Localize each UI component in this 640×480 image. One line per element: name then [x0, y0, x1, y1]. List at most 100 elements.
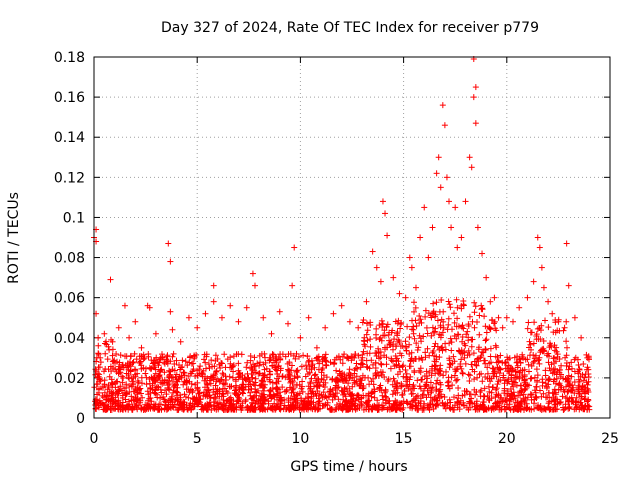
- data-point: [499, 324, 506, 331]
- data-point: [185, 314, 192, 321]
- data-point: [159, 354, 166, 361]
- data-point: [285, 320, 292, 327]
- data-point: [437, 184, 444, 191]
- data-point: [276, 308, 283, 315]
- data-point: [291, 244, 298, 251]
- data-point: [210, 282, 217, 289]
- data-point: [330, 310, 337, 317]
- data-point: [429, 224, 436, 231]
- data-point: [538, 264, 545, 271]
- data-point: [458, 234, 465, 241]
- y-tick-label: 0.14: [54, 130, 85, 146]
- data-point: [468, 164, 475, 171]
- data-point: [289, 282, 296, 289]
- x-tick-label: 25: [601, 431, 619, 447]
- data-point: [443, 174, 450, 181]
- plot-frame: [93, 56, 611, 419]
- data-point: [571, 314, 578, 321]
- data-point: [534, 234, 541, 241]
- data-point: [121, 302, 128, 309]
- data-point: [167, 308, 174, 315]
- data-point: [483, 274, 490, 281]
- data-point: [313, 344, 320, 351]
- data-point: [243, 304, 250, 311]
- data-point: [379, 198, 386, 205]
- data-point: [97, 354, 104, 361]
- y-tick-label: 0.12: [54, 170, 85, 186]
- data-series: [91, 56, 591, 361]
- background-sample-marks: [91, 296, 593, 413]
- data-point: [479, 250, 486, 257]
- data-point: [382, 210, 389, 217]
- data-point: [540, 284, 547, 291]
- data-point: [454, 244, 461, 251]
- y-axis-label: ROTI / TECUs: [6, 192, 22, 284]
- data-point: [536, 244, 543, 251]
- x-tick-label: 20: [498, 431, 516, 447]
- data-point: [338, 302, 345, 309]
- data-point: [322, 324, 329, 331]
- y-tick-label: 0.1: [63, 210, 85, 226]
- x-tick-label: 0: [90, 431, 99, 447]
- data-point: [408, 264, 415, 271]
- data-point: [439, 102, 446, 109]
- data-point: [126, 334, 133, 341]
- data-point: [549, 310, 556, 317]
- data-point: [435, 154, 442, 161]
- x-axis: 0 5 10 15 20 25: [90, 57, 619, 447]
- data-point: [268, 330, 275, 337]
- data-point: [249, 270, 256, 277]
- y-tick-label: 0.16: [54, 90, 85, 106]
- data-point: [227, 302, 234, 309]
- data-point: [355, 324, 362, 331]
- data-point: [165, 240, 172, 247]
- x-tick-label: 10: [291, 431, 309, 447]
- data-point: [530, 278, 537, 285]
- data-point: [462, 198, 469, 205]
- data-point: [152, 330, 159, 337]
- y-tick-label: 0.02: [54, 371, 85, 387]
- data-point: [115, 324, 122, 331]
- data-point: [101, 330, 108, 337]
- data-point: [524, 294, 531, 301]
- data-point: [260, 314, 267, 321]
- data-point: [202, 310, 209, 317]
- data-point: [425, 254, 432, 261]
- data-point: [305, 314, 312, 321]
- data-point: [384, 232, 391, 239]
- data-point: [421, 204, 428, 211]
- data-point: [373, 264, 380, 271]
- data-point: [297, 334, 304, 341]
- data-point: [390, 274, 397, 281]
- data-point: [503, 314, 510, 321]
- data-point: [107, 276, 114, 283]
- data-point: [406, 254, 413, 261]
- data-point: [235, 318, 242, 325]
- data-point: [167, 258, 174, 265]
- data-point: [417, 234, 424, 241]
- data-point: [472, 120, 479, 127]
- data-point: [433, 170, 440, 177]
- data-point: [446, 198, 453, 205]
- y-tick-label: 0.18: [54, 50, 85, 66]
- y-tick-label: 0.04: [54, 331, 85, 347]
- data-point: [377, 278, 384, 285]
- data-point: [363, 298, 370, 305]
- data-point: [210, 298, 217, 305]
- data-point: [146, 304, 153, 311]
- data-point: [516, 304, 523, 311]
- data-point: [578, 334, 585, 341]
- data-point: [95, 334, 102, 341]
- data-point: [251, 282, 258, 289]
- data-point: [509, 318, 516, 325]
- data-point: [584, 354, 591, 361]
- data-point: [466, 154, 473, 161]
- data-point: [402, 294, 409, 301]
- data-point: [177, 338, 184, 345]
- background-data-cloud: [91, 296, 593, 413]
- x-axis-label: GPS time / hours: [290, 459, 407, 475]
- data-point: [169, 326, 176, 333]
- data-point: [346, 318, 353, 325]
- data-point: [452, 204, 459, 211]
